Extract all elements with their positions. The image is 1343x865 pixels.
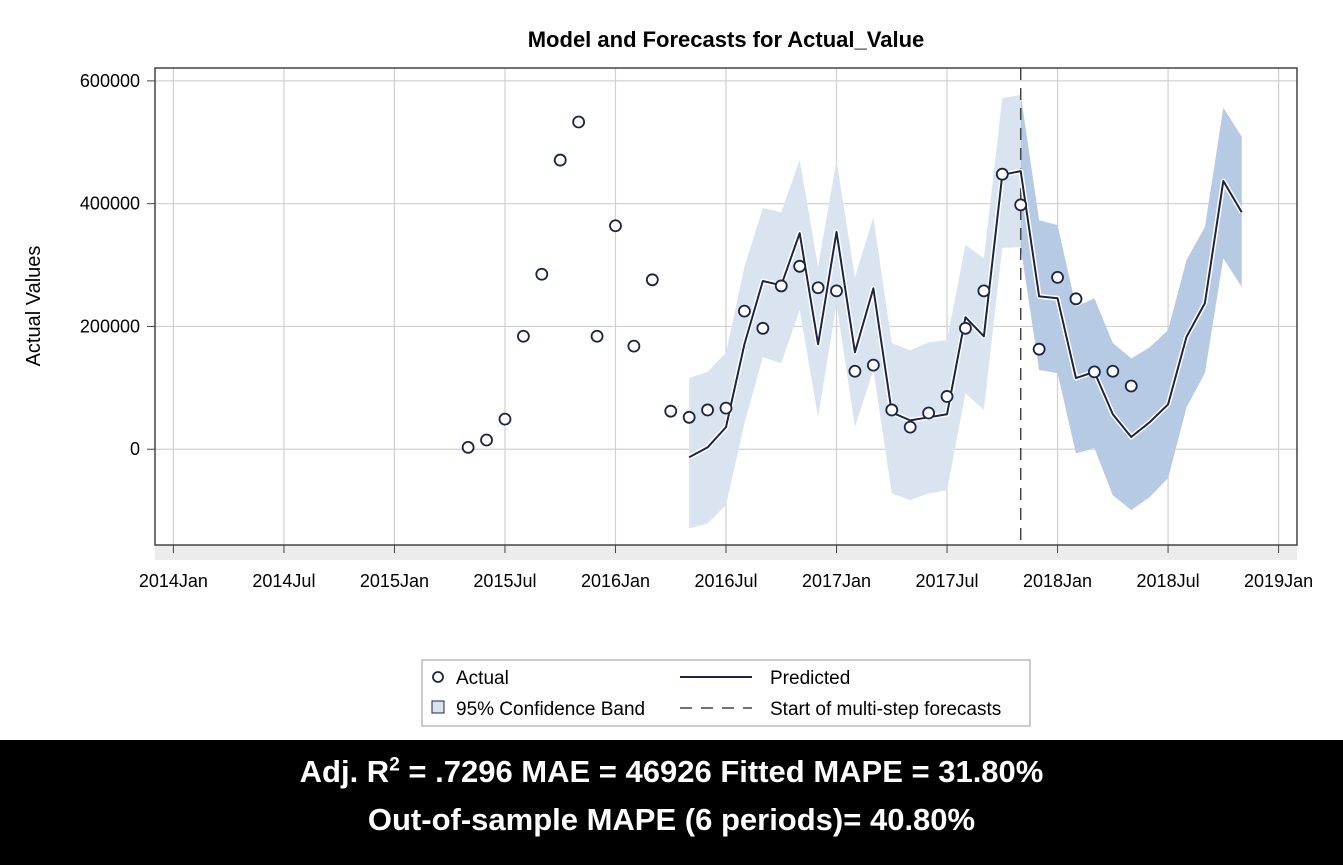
- x-tick-label: 2018Jan: [1023, 571, 1092, 591]
- actual-point: [1014, 198, 1028, 212]
- x-tick-label: 2017Jan: [802, 571, 871, 591]
- actual-point: [848, 364, 862, 378]
- metrics-footer: Adj. R2 = .7296 MAE = 46926 Fitted MAPE …: [0, 740, 1343, 865]
- actual-point: [498, 412, 512, 426]
- actual-point: [1051, 270, 1064, 284]
- y-tick-label: 0: [130, 439, 140, 459]
- legend-band-swatch: [431, 700, 445, 714]
- actual-points: [461, 115, 1138, 454]
- r2-superscript: 2: [389, 754, 400, 776]
- actual-point: [940, 390, 954, 403]
- y-axis: 0 200000 400000 600000: [80, 71, 155, 459]
- out-of-sample-metric: Out-of-sample MAPE (6 periods)= 40.80%: [367, 802, 976, 837]
- actual-point: [793, 259, 807, 273]
- x-tick-label: 2017Jul: [916, 571, 979, 591]
- legend-band-label: 95% Confidence Band: [456, 699, 645, 720]
- actual-point: [609, 219, 622, 233]
- actual-point: [1069, 292, 1083, 306]
- confidence-bands: [689, 95, 1242, 529]
- chart-title: Model and Forecasts for Actual_Value: [528, 27, 925, 52]
- actual-point: [480, 433, 493, 447]
- x-tick-label: 2014Jul: [252, 571, 315, 591]
- actual-point: [811, 281, 825, 295]
- legend-frame: [421, 659, 1031, 727]
- confidence-band-fit: [689, 95, 1021, 529]
- actual-point: [572, 115, 586, 129]
- y-tick-label: 400000: [80, 194, 140, 214]
- actual-point: [995, 167, 1009, 181]
- y-axis-label: Actual Values: [23, 246, 45, 367]
- actual-point: [461, 440, 475, 454]
- actual-point: [682, 410, 696, 424]
- actual-point: [1087, 365, 1101, 379]
- actual-point: [885, 403, 899, 417]
- x-tick-label: 2016Jul: [694, 571, 757, 591]
- actual-point: [535, 267, 549, 281]
- actual-point: [1032, 342, 1046, 356]
- actual-point: [590, 329, 604, 343]
- legend-actual-marker: [432, 671, 444, 683]
- x-tick-label: 2015Jan: [360, 571, 429, 591]
- forecast-chart: Model and Forecasts for Actual_Value Act…: [23, 27, 1313, 727]
- actual-point: [774, 279, 788, 293]
- actual-point: [738, 304, 751, 318]
- legend: Actual 95% Confidence Band Predicted Sta…: [421, 659, 1031, 727]
- actual-point: [701, 403, 714, 417]
- legend-predicted-label: Predicted: [770, 668, 850, 689]
- fit-metrics: Adj. R2 = .7296 MAE = 46926 Fitted MAPE …: [0, 754, 1343, 790]
- x-tick-label: 2015Jul: [473, 571, 536, 591]
- actual-point: [756, 321, 770, 335]
- legend-forecast-start-label: Start of multi-step forecasts: [770, 699, 1001, 720]
- actual-point: [627, 339, 641, 353]
- actual-point: [645, 273, 659, 287]
- y-tick-label: 200000: [80, 316, 140, 336]
- actual-point: [977, 284, 991, 298]
- actual-point: [830, 284, 843, 298]
- actual-point: [516, 329, 530, 343]
- actual-point: [664, 404, 678, 418]
- x-tick-label: 2018Jul: [1137, 571, 1200, 591]
- adj-r2-label: Adj. R: [299, 754, 390, 789]
- x-axis: 2014Jan 2014Jul 2015Jan 2015Jul 2016Jan 2016J…: [139, 545, 1313, 591]
- actual-point: [1124, 379, 1138, 393]
- x-tick-label: 2016Jan: [581, 571, 650, 591]
- y-tick-label: 600000: [80, 71, 140, 91]
- legend-actual-label: Actual: [456, 668, 509, 689]
- fit-metrics-values: = .7296 MAE = 46926 Fitted MAPE = 31.80%: [399, 754, 1044, 789]
- actual-point: [866, 358, 880, 372]
- actual-point: [959, 321, 972, 335]
- actual-point: [903, 420, 917, 434]
- confidence-band-forecast: [1020, 95, 1242, 511]
- x-tick-label: 2014Jan: [139, 571, 208, 591]
- actual-point: [1106, 364, 1120, 378]
- actual-point: [719, 401, 733, 415]
- actual-point: [553, 153, 567, 167]
- actual-point: [922, 406, 936, 420]
- x-tick-label: 2019Jan: [1244, 571, 1313, 591]
